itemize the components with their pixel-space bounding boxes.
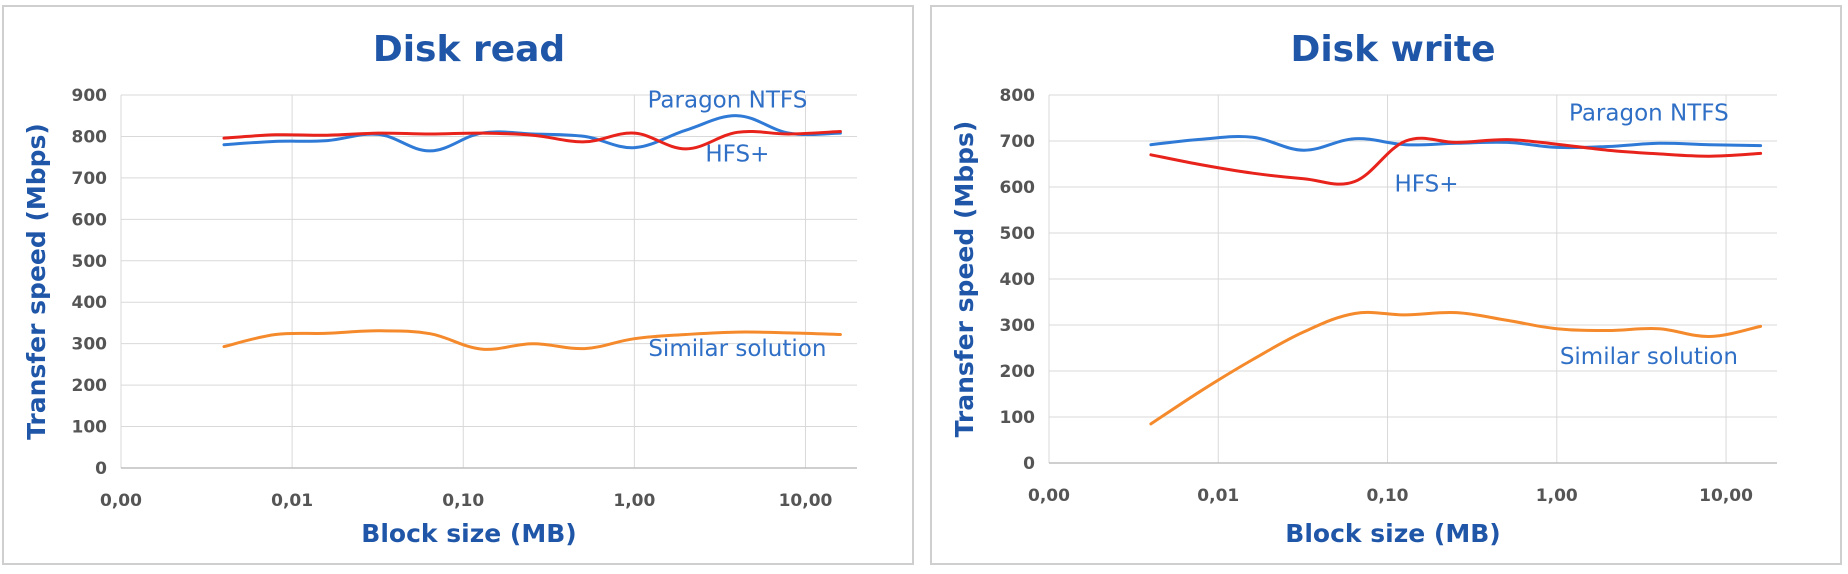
disk-write-xtick-1: 0,01 xyxy=(1197,486,1239,506)
disk-write-title: Disk write xyxy=(1290,29,1495,70)
disk-read-ytick-7: 700 xyxy=(72,169,108,189)
disk-read-xtick-1: 0,01 xyxy=(271,491,313,511)
disk-write-ytick-2: 200 xyxy=(1000,362,1036,382)
disk-write-ytick-1: 100 xyxy=(1000,408,1036,428)
disk-write-plot: Disk write 0 100 200 300 400 500 600 700 800 0,00 0… xyxy=(950,29,1777,548)
disk-write-xtick-0: 0,00 xyxy=(1028,486,1070,506)
disk-write-ytick-8: 800 xyxy=(1000,86,1036,106)
disk-read-chart: Disk read 0 100 200 300 400 500 600 700 800 900 0,0… xyxy=(2,5,914,565)
disk-read-ylabel: Transfer speed (Mbps) xyxy=(22,123,51,440)
disk-write-ytick-3: 300 xyxy=(1000,316,1036,336)
disk-read-annotation-hfs-: HFS+ xyxy=(705,141,769,167)
disk-read-xtick-4: 10,00 xyxy=(779,491,833,511)
disk-write-ytick-0: 0 xyxy=(1023,454,1035,474)
disk-read-annotation-similar-solution: Similar solution xyxy=(648,336,826,362)
disk-write-ytick-6: 600 xyxy=(1000,178,1036,198)
disk-read-xtick-0: 0,00 xyxy=(100,491,142,511)
disk-read-xtick-2: 0,10 xyxy=(442,491,484,511)
disk-write-annotation-paragon-ntfs: Paragon NTFS xyxy=(1569,100,1729,126)
disk-write-annotation-hfs-: HFS+ xyxy=(1395,172,1459,198)
disk-write-series-hfs--line xyxy=(1149,136,1763,186)
disk-write-ytick-4: 400 xyxy=(1000,270,1036,290)
disk-read-ytick-0: 0 xyxy=(95,459,107,479)
disk-read-ytick-9: 900 xyxy=(72,86,108,106)
disk-read-ytick-3: 300 xyxy=(72,335,108,355)
disk-write-xtick-4: 10,00 xyxy=(1699,486,1753,506)
disk-write-annotation-similar-solution: Similar solution xyxy=(1560,344,1738,370)
disk-read-xlabel: Block size (MB) xyxy=(361,519,576,548)
disk-read-plot: Disk read 0 100 200 300 400 500 600 700 800 900 0,0… xyxy=(22,29,857,548)
disk-read-ytick-1: 100 xyxy=(72,418,108,438)
disk-read-annotation-paragon-ntfs: Paragon NTFS xyxy=(648,87,808,113)
disk-read-series-hfs--line xyxy=(222,129,842,151)
disk-write-ytick-5: 500 xyxy=(1000,224,1036,244)
disk-read-series-similar-solution-line xyxy=(222,329,842,351)
disk-read-ytick-8: 800 xyxy=(72,127,108,147)
disk-write-ytick-7: 700 xyxy=(1000,132,1036,152)
disk-read-ytick-6: 600 xyxy=(72,210,108,230)
disk-read-ytick-2: 200 xyxy=(72,376,108,396)
disk-write-xlabel: Block size (MB) xyxy=(1285,519,1500,548)
disk-read-title: Disk read xyxy=(373,29,565,70)
disk-read-xtick-3: 1,00 xyxy=(613,491,655,511)
disk-write-xtick-3: 1,00 xyxy=(1536,486,1578,506)
disk-read-ytick-4: 400 xyxy=(72,293,108,313)
disk-write-ylabel: Transfer speed (Mbps) xyxy=(950,121,979,438)
disk-write-series-similar-solution-line xyxy=(1149,310,1763,426)
disk-write-chart: Disk write 0 100 200 300 400 500 600 700 800 0,00 0… xyxy=(930,5,1842,565)
disk-write-xtick-2: 0,10 xyxy=(1367,486,1409,506)
disk-read-ytick-5: 500 xyxy=(72,252,108,272)
